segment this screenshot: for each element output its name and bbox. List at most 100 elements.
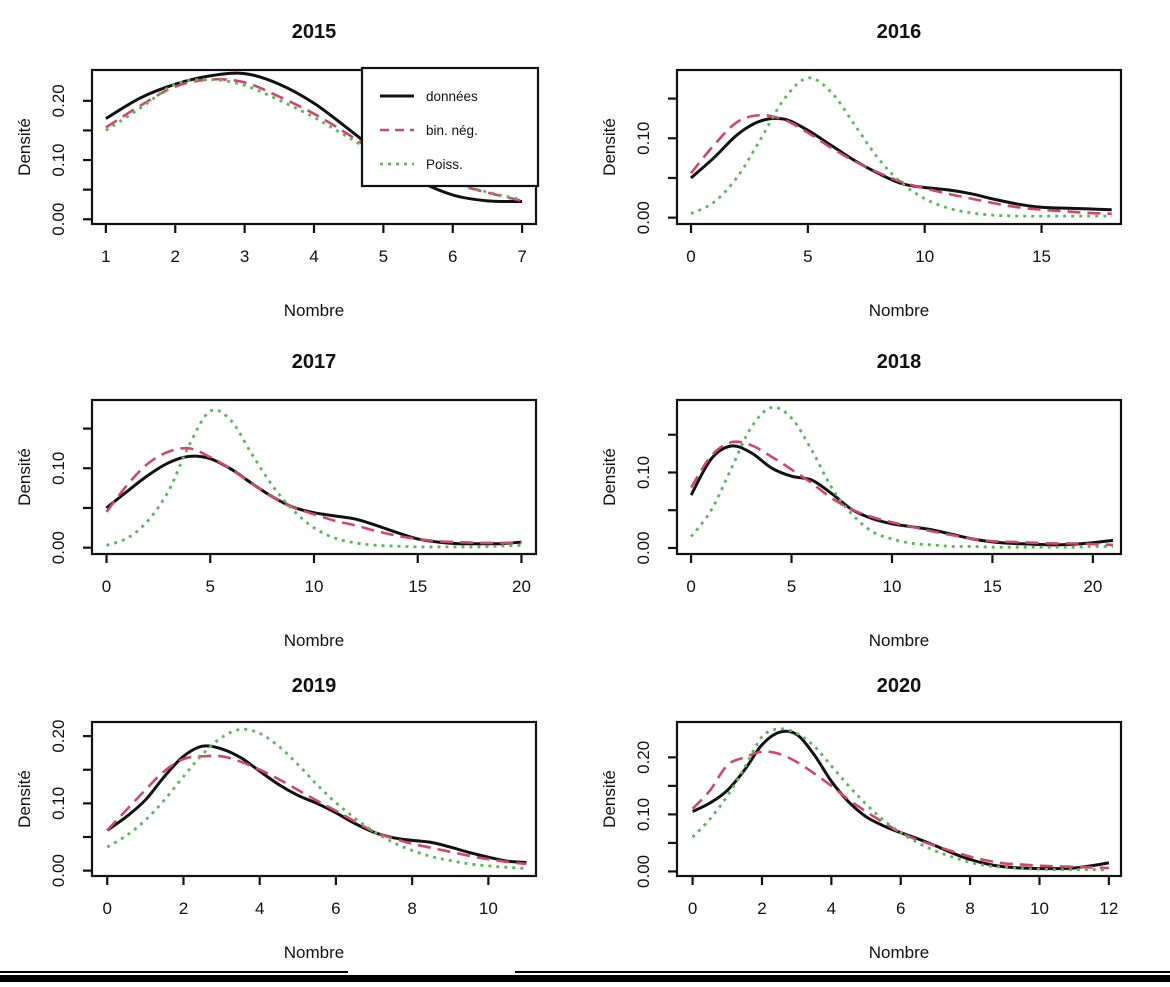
x-tick-label: 5: [206, 577, 215, 596]
window-edge-line-left: [0, 971, 348, 973]
series-line-poiss-: [690, 76, 1112, 218]
x-tick-label: 10: [883, 577, 902, 596]
x-tick-label: 4: [309, 247, 318, 266]
x-tick-label: 0: [688, 899, 697, 918]
series-line-poiss-: [691, 727, 1109, 872]
plot-box: [90, 398, 538, 556]
x-tick-label: 7: [517, 247, 526, 266]
chart-svg-2018: 2018 0 5 10 15 20 0.00 0.10 Nombre Densité: [600, 351, 1123, 650]
series-line-bin-n-g-: [106, 754, 527, 866]
chart-svg-2015: 2015 1 2 3 4 5 6 7 0.00 0.10 0.20 Nombre Densité donn…: [15, 21, 540, 320]
legend-entry-label: bin. nég.: [426, 123, 478, 138]
chart-panel-2017: 2017 0 5 10 15 20 0.00 0.10 Nombre Densité: [0, 330, 585, 660]
chart-title: 2017: [292, 351, 337, 373]
series-line-donn-es: [689, 444, 1114, 547]
y-tick-label: 0.10: [634, 456, 653, 489]
plot-box: [90, 720, 538, 878]
chart-title: 2016: [877, 21, 922, 43]
x-tick-label: 0: [102, 577, 111, 596]
y-tick-label: 0.10: [49, 143, 68, 176]
x-tick-label: 10: [1030, 899, 1049, 918]
plot-box: [675, 68, 1123, 226]
y-tick-label: 0.00: [49, 854, 68, 887]
series-line-donn-es: [105, 71, 523, 204]
chart-panel-2015: 2015 1 2 3 4 5 6 7 0.00 0.10 0.20 Nombre Densité donn…: [0, 0, 585, 330]
series-line-poiss-: [689, 405, 1114, 549]
x-tick-label: 4: [827, 899, 836, 918]
x-tick-label: 0: [103, 899, 112, 918]
x-axis-label: Nombre: [869, 301, 929, 320]
x-tick-label: 6: [448, 247, 457, 266]
y-axis-label: Densité: [15, 448, 34, 506]
legend-entry-label: Poiss.: [426, 157, 463, 172]
chart-svg-2020: 2020 0 2 4 6 8 10 12 0.00 0.10 0.20 Nombre Densité: [600, 675, 1123, 962]
x-tick-label: 8: [965, 899, 974, 918]
x-tick-label: 0: [686, 577, 695, 596]
x-tick-label: 2: [171, 247, 180, 266]
x-tick-label: 15: [408, 577, 427, 596]
chart-svg-2017: 2017 0 5 10 15 20 0.00 0.10 Nombre Densité: [15, 351, 538, 650]
series-line-poiss-: [106, 408, 522, 549]
x-tick-label: 20: [1083, 577, 1102, 596]
chart-title: 2015: [292, 21, 337, 43]
legend-box: [360, 66, 540, 188]
x-tick-label: 6: [331, 899, 340, 918]
x-tick-label: 5: [379, 247, 388, 266]
series-line-bin-n-g-: [689, 113, 1112, 215]
x-tick-label: 10: [305, 577, 324, 596]
x-tick-label: 20: [512, 577, 531, 596]
window-edge-bar: [0, 975, 1170, 982]
y-tick-label: 0.20: [49, 84, 68, 117]
x-tick-label: 4: [255, 899, 264, 918]
y-tick-label: 0.10: [634, 122, 653, 155]
y-tick-label: 0.10: [49, 452, 68, 485]
x-axis-label: Nombre: [284, 301, 344, 320]
window-edge-line-right: [515, 971, 1170, 973]
y-tick-label: 0.20: [49, 720, 68, 753]
series-line-donn-es: [691, 729, 1110, 871]
chart-panel-2018: 2018 0 5 10 15 20 0.00 0.10 Nombre Densité: [585, 330, 1170, 660]
plot-box: [675, 720, 1123, 878]
series-line-bin-n-g-: [105, 446, 522, 545]
chart-title: 2018: [877, 351, 922, 373]
y-axis-label: Densité: [600, 448, 619, 506]
y-tick-label: 0.00: [49, 531, 68, 564]
series-line-donn-es: [105, 454, 522, 546]
y-axis-label: Densité: [15, 118, 34, 176]
x-tick-label: 5: [787, 577, 796, 596]
y-axis-label: Densité: [600, 118, 619, 176]
series-line-donn-es: [689, 116, 1112, 212]
series-line-donn-es: [106, 744, 527, 865]
y-tick-label: 0.20: [634, 741, 653, 774]
chart-panel-2016: 2016 0 5 10 15 0.00 0.10 Nombre Densité: [585, 0, 1170, 330]
series-line-bin-n-g-: [691, 750, 1109, 870]
x-tick-label: 0: [686, 247, 695, 266]
y-axis-label: Densité: [15, 770, 34, 828]
plot-box: [675, 398, 1123, 556]
x-tick-label: 8: [407, 899, 416, 918]
y-tick-label: 0.00: [634, 531, 653, 564]
y-tick-label: 0.10: [49, 787, 68, 820]
y-tick-label: 0.00: [49, 203, 68, 236]
x-axis-label: Nombre: [869, 631, 929, 650]
x-tick-label: 6: [896, 899, 905, 918]
x-tick-label: 1: [101, 247, 110, 266]
x-tick-label: 12: [1099, 899, 1118, 918]
x-tick-label: 15: [983, 577, 1002, 596]
chart-panel-2020: 2020 0 2 4 6 8 10 12 0.00 0.10 0.20 Nombre Densité: [585, 660, 1170, 982]
legend-entry-label: données: [426, 89, 478, 104]
chart-svg-2016: 2016 0 5 10 15 0.00 0.10 Nombre Densité: [600, 21, 1123, 320]
x-tick-label: 3: [240, 247, 249, 266]
x-tick-label: 5: [803, 247, 812, 266]
chart-title: 2019: [292, 675, 337, 697]
x-axis-label: Nombre: [284, 943, 344, 962]
y-tick-label: 0.00: [634, 201, 653, 234]
x-tick-label: 2: [179, 899, 188, 918]
x-axis-label: Nombre: [869, 943, 929, 962]
x-tick-label: 10: [479, 899, 498, 918]
chart-panel-2019: 2019 0 2 4 6 8 10 0.00 0.10 0.20 Nombre Densité: [0, 660, 585, 982]
y-tick-label: 0.00: [634, 855, 653, 888]
x-tick-label: 15: [1032, 247, 1051, 266]
chart-title: 2020: [877, 675, 922, 697]
